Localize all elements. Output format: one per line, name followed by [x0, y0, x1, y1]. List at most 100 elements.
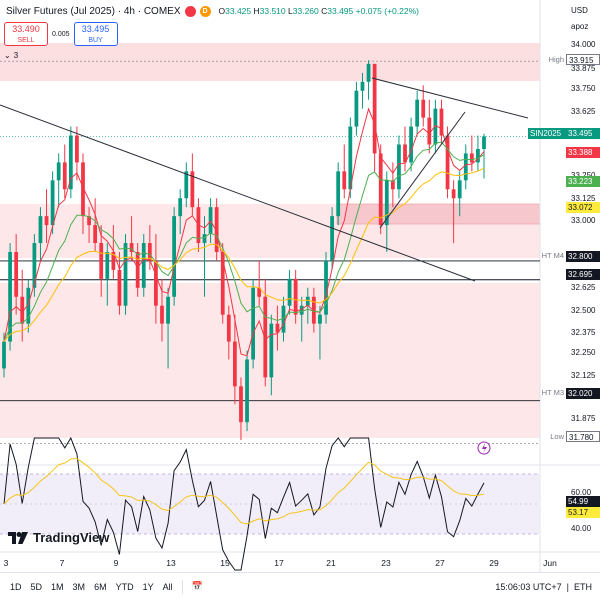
- candle-body: [135, 251, 140, 288]
- tradingview-logo[interactable]: TradingView: [8, 530, 109, 545]
- price-tick: 33.625: [571, 107, 596, 116]
- chevron-down-icon: ⌄: [4, 51, 11, 60]
- x-axis-tick-label: 21: [326, 558, 336, 568]
- candle-body: [93, 225, 98, 244]
- range-button[interactable]: 1D: [10, 581, 22, 592]
- trade-panel: 33.490 SELL 0.005 33.495 BUY: [4, 22, 118, 46]
- candle-body: [384, 180, 389, 226]
- date-range-icon[interactable]: 📅: [191, 581, 203, 591]
- candle-body: [8, 251, 12, 342]
- scale-mode[interactable]: apoz: [571, 22, 589, 31]
- range-button[interactable]: 6M: [94, 581, 107, 592]
- candle-body: [226, 314, 231, 342]
- range-button[interactable]: 5D: [30, 581, 43, 592]
- candle-body: [281, 305, 286, 333]
- candle-body: [99, 243, 104, 279]
- rsi-level-40: 40.00: [571, 524, 592, 533]
- currency-label[interactable]: USD: [571, 6, 588, 15]
- candle-body: [476, 148, 480, 163]
- price-tick: 34.000: [571, 40, 596, 49]
- last-price-label: 33.495: [566, 128, 600, 139]
- candle-body: [14, 251, 19, 297]
- symbol-title[interactable]: Silver Futures (Jul 2025) · 4h · COMEX: [6, 5, 181, 17]
- flash-icon-bolt: [482, 443, 487, 453]
- rsi-line: [3, 436, 485, 571]
- rsi-ma-label: 53.17: [566, 507, 600, 518]
- candle-body: [439, 108, 444, 136]
- candle-body: [129, 243, 134, 252]
- candle-body: [409, 126, 413, 163]
- candle-body: [62, 162, 67, 190]
- candle-body: [239, 386, 243, 423]
- candle-body: [220, 251, 225, 315]
- price-tick: 33.250: [571, 171, 595, 180]
- price-tick: 33.750: [571, 84, 596, 93]
- downtrend-line[interactable]: [0, 104, 476, 282]
- market-status-icon[interactable]: [184, 5, 196, 17]
- price-tick: 33.125: [571, 194, 596, 203]
- candle-body: [87, 216, 91, 226]
- rsi-value-label: 54.99: [566, 496, 600, 507]
- high-price-label: 33.915: [566, 54, 600, 65]
- sell-button[interactable]: 33.490 SELL: [4, 22, 48, 46]
- candle-body: [451, 189, 456, 199]
- candle-body: [178, 198, 183, 217]
- tradingview-logo-icon: [8, 531, 28, 544]
- htm4-tag: HT M4: [541, 251, 564, 260]
- upper-trend-line[interactable]: [371, 77, 529, 119]
- indicator-toggle[interactable]: ⌄ 3: [4, 51, 18, 60]
- x-axis-tick-label: 23: [381, 558, 391, 568]
- candle-body: [378, 153, 383, 226]
- candle-body: [263, 296, 268, 378]
- candle-body: [44, 216, 49, 226]
- chart-header: Silver Futures (Jul 2025) · 4h · COMEX D…: [0, 0, 540, 22]
- range-button[interactable]: 1Y: [142, 581, 154, 592]
- price-tick: 32.500: [571, 306, 596, 315]
- candle-body: [366, 63, 371, 82]
- range-button[interactable]: 3M: [72, 581, 86, 592]
- candle-body: [293, 278, 298, 315]
- ema-mid-label: 33.223: [566, 176, 600, 187]
- candle-body: [482, 136, 486, 149]
- clock-readout[interactable]: 15:06:03 UTC+7 | ETH: [495, 581, 592, 592]
- candle-body: [32, 243, 37, 288]
- price-tick: 33.875: [571, 64, 596, 73]
- ema-fast-label: 33.388: [566, 147, 600, 158]
- candle-body: [330, 216, 334, 261]
- delay-badge[interactable]: D: [199, 5, 211, 17]
- candle-body: [397, 144, 401, 190]
- candle-body: [190, 171, 195, 208]
- candle-body: [287, 278, 292, 306]
- buy-button[interactable]: 33.495 BUY: [73, 22, 118, 46]
- candle-body: [305, 296, 310, 306]
- ema-slow-line: [3, 167, 485, 342]
- candle-body: [463, 153, 468, 181]
- level-price-label: 32.695: [566, 269, 600, 280]
- x-axis-tick-label: 13: [166, 558, 176, 568]
- x-axis-tick-label: Jun: [543, 558, 557, 568]
- ema-fast-line: [3, 107, 485, 357]
- candle-body: [275, 323, 280, 333]
- range-button[interactable]: YTD: [115, 581, 134, 592]
- candle-body: [257, 287, 262, 297]
- toolbar-separator: [181, 579, 183, 594]
- rising-trend-line[interactable]: [379, 111, 466, 229]
- candle-body: [68, 135, 73, 190]
- htm3-tag: HT M3: [541, 388, 564, 397]
- low-price-label: 31.780: [566, 431, 600, 442]
- candle-body: [311, 296, 316, 324]
- candle-body: [469, 153, 474, 163]
- range-button[interactable]: All: [162, 581, 173, 592]
- candle-body: [433, 108, 438, 145]
- candle-body: [269, 323, 274, 378]
- candle-body: [251, 287, 255, 360]
- candle-body: [117, 269, 122, 306]
- candle-body: [56, 162, 61, 181]
- candle-body: [342, 171, 347, 190]
- candle-body: [26, 287, 31, 324]
- range-button[interactable]: 1M: [51, 581, 64, 592]
- candle-body: [336, 171, 341, 217]
- ema-slow-label: 33.072: [566, 202, 600, 213]
- candle-body: [445, 135, 450, 190]
